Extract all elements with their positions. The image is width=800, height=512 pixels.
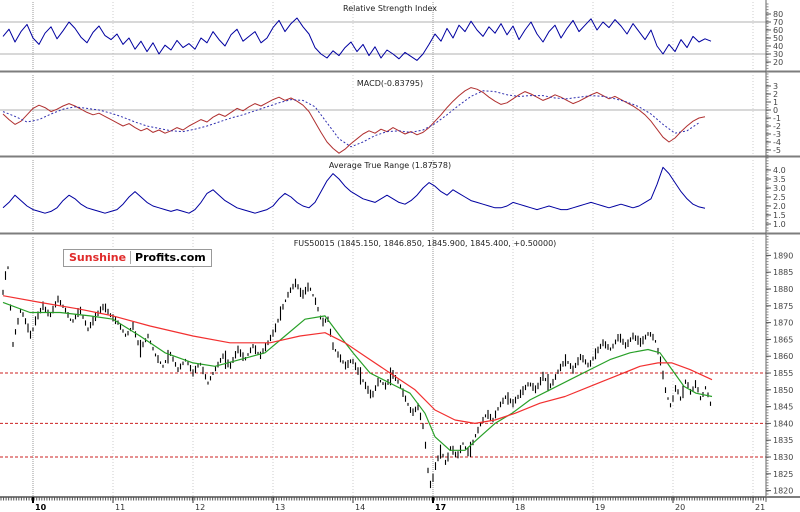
svg-text:20: 20	[773, 58, 783, 67]
svg-text:50: 50	[773, 34, 783, 43]
logo-profits-text: Profits.com	[135, 251, 206, 264]
svg-text:-4: -4	[773, 138, 781, 147]
right-axis	[765, 0, 769, 502]
macd-panel-title: MACD(-0.83795)	[356, 79, 424, 88]
svg-text:2: 2	[773, 90, 778, 99]
svg-text:1860: 1860	[773, 352, 793, 361]
svg-text:-2: -2	[773, 122, 781, 131]
svg-text:1890: 1890	[773, 251, 793, 260]
svg-text:2.5: 2.5	[773, 193, 786, 202]
price-panel-title: FUS50015 (1845.150, 1846.850, 1845.900, …	[293, 239, 557, 248]
svg-text:13: 13	[275, 503, 285, 512]
svg-text:-1: -1	[773, 114, 781, 123]
svg-text:3.5: 3.5	[773, 175, 786, 184]
support-resistance-lines	[0, 372, 766, 458]
svg-text:4.0: 4.0	[773, 166, 786, 175]
svg-text:-3: -3	[773, 130, 781, 139]
svg-text:14: 14	[355, 503, 365, 512]
svg-text:10: 10	[35, 503, 47, 512]
svg-text:1840: 1840	[773, 419, 793, 428]
svg-text:20: 20	[675, 503, 685, 512]
svg-text:1.0: 1.0	[773, 220, 786, 229]
atr-atr-line	[2, 166, 706, 214]
rsi-rsi-line	[2, 17, 712, 61]
svg-text:0: 0	[773, 106, 778, 115]
svg-text:17: 17	[435, 503, 446, 512]
atr-panel-title: Average True Range (1.87578)	[328, 161, 452, 170]
svg-text:1825: 1825	[773, 470, 793, 479]
svg-text:21: 21	[755, 503, 765, 512]
svg-text:1875: 1875	[773, 302, 793, 311]
svg-text:19: 19	[595, 503, 605, 512]
sunshineprofits-logo[interactable]: Sunshine Profits.com	[63, 249, 212, 267]
x-axis: 10 11 12 13 14 17 18 19 20 21	[0, 497, 767, 512]
svg-text:70: 70	[773, 18, 783, 27]
svg-text:1830: 1830	[773, 453, 793, 462]
svg-text:2.0: 2.0	[773, 202, 786, 211]
svg-text:3.0: 3.0	[773, 184, 786, 193]
svg-text:18: 18	[515, 503, 525, 512]
price-candles	[2, 266, 712, 489]
ma-slow-line	[2, 295, 713, 424]
svg-text:1880: 1880	[773, 285, 793, 294]
svg-text:1870: 1870	[773, 319, 793, 328]
svg-text:-5: -5	[773, 146, 781, 155]
svg-text:60: 60	[773, 26, 783, 35]
svg-text:80: 80	[773, 10, 783, 19]
macd-signal-line	[2, 90, 700, 148]
ma-fast-line	[2, 301, 713, 451]
svg-text:1850: 1850	[773, 386, 793, 395]
svg-text:30: 30	[773, 50, 783, 59]
svg-text:1855: 1855	[773, 369, 793, 378]
svg-text:1845: 1845	[773, 403, 793, 412]
logo-sunshine-text: Sunshine	[69, 251, 132, 264]
svg-text:1.5: 1.5	[773, 211, 786, 220]
svg-text:1885: 1885	[773, 268, 793, 277]
svg-text:1835: 1835	[773, 436, 793, 445]
svg-text:1: 1	[773, 98, 778, 107]
svg-text:12: 12	[195, 503, 205, 512]
svg-text:3: 3	[773, 82, 778, 91]
svg-text:40: 40	[773, 42, 783, 51]
horizontal-gridlines	[0, 21, 766, 111]
panel-separators	[0, 70, 800, 498]
svg-text:1865: 1865	[773, 335, 793, 344]
svg-text:1820: 1820	[773, 487, 793, 496]
svg-text:11: 11	[115, 503, 125, 512]
macd-macd-line	[2, 87, 706, 154]
rsi-panel-title: Relative Strength Index	[343, 4, 437, 13]
